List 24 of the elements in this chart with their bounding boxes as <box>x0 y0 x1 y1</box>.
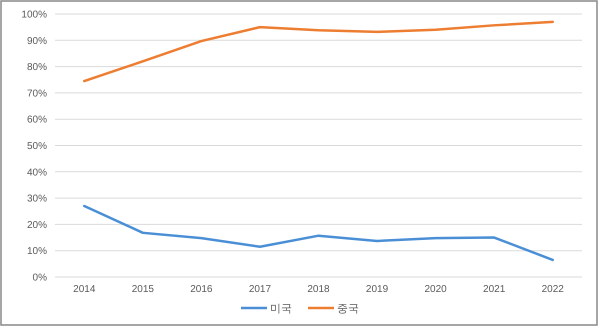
x-tick-label: 2022 <box>542 284 564 295</box>
x-tick-label: 2014 <box>73 284 96 295</box>
x-tick-label: 2015 <box>132 284 154 295</box>
line-series <box>83 204 554 262</box>
y-tick-label: 100% <box>21 10 48 20</box>
y-tick-label: 70% <box>26 88 48 100</box>
x-tick-label: 2019 <box>366 284 389 295</box>
legend-label: 중국 <box>337 303 359 315</box>
legend-label: 미국 <box>270 303 292 315</box>
y-tick-label: 90% <box>26 36 48 47</box>
x-tick-label: 2018 <box>307 284 330 295</box>
y-tick-label: 10% <box>26 246 48 258</box>
x-tick-label: 2021 <box>483 284 506 295</box>
y-tick-label: 20% <box>26 220 48 231</box>
x-tick-label: 2016 <box>190 284 213 295</box>
line-series <box>83 20 554 82</box>
y-tick-label: 30% <box>26 194 48 205</box>
y-tick-label: 0% <box>32 272 48 284</box>
y-tick-label: 40% <box>26 167 48 178</box>
y-tick-label: 60% <box>26 114 48 126</box>
x-tick-label: 2020 <box>424 284 448 295</box>
y-tick-label: 80% <box>26 62 48 74</box>
x-tick-label: 2017 <box>248 284 272 295</box>
y-tick-label: 50% <box>26 141 48 152</box>
